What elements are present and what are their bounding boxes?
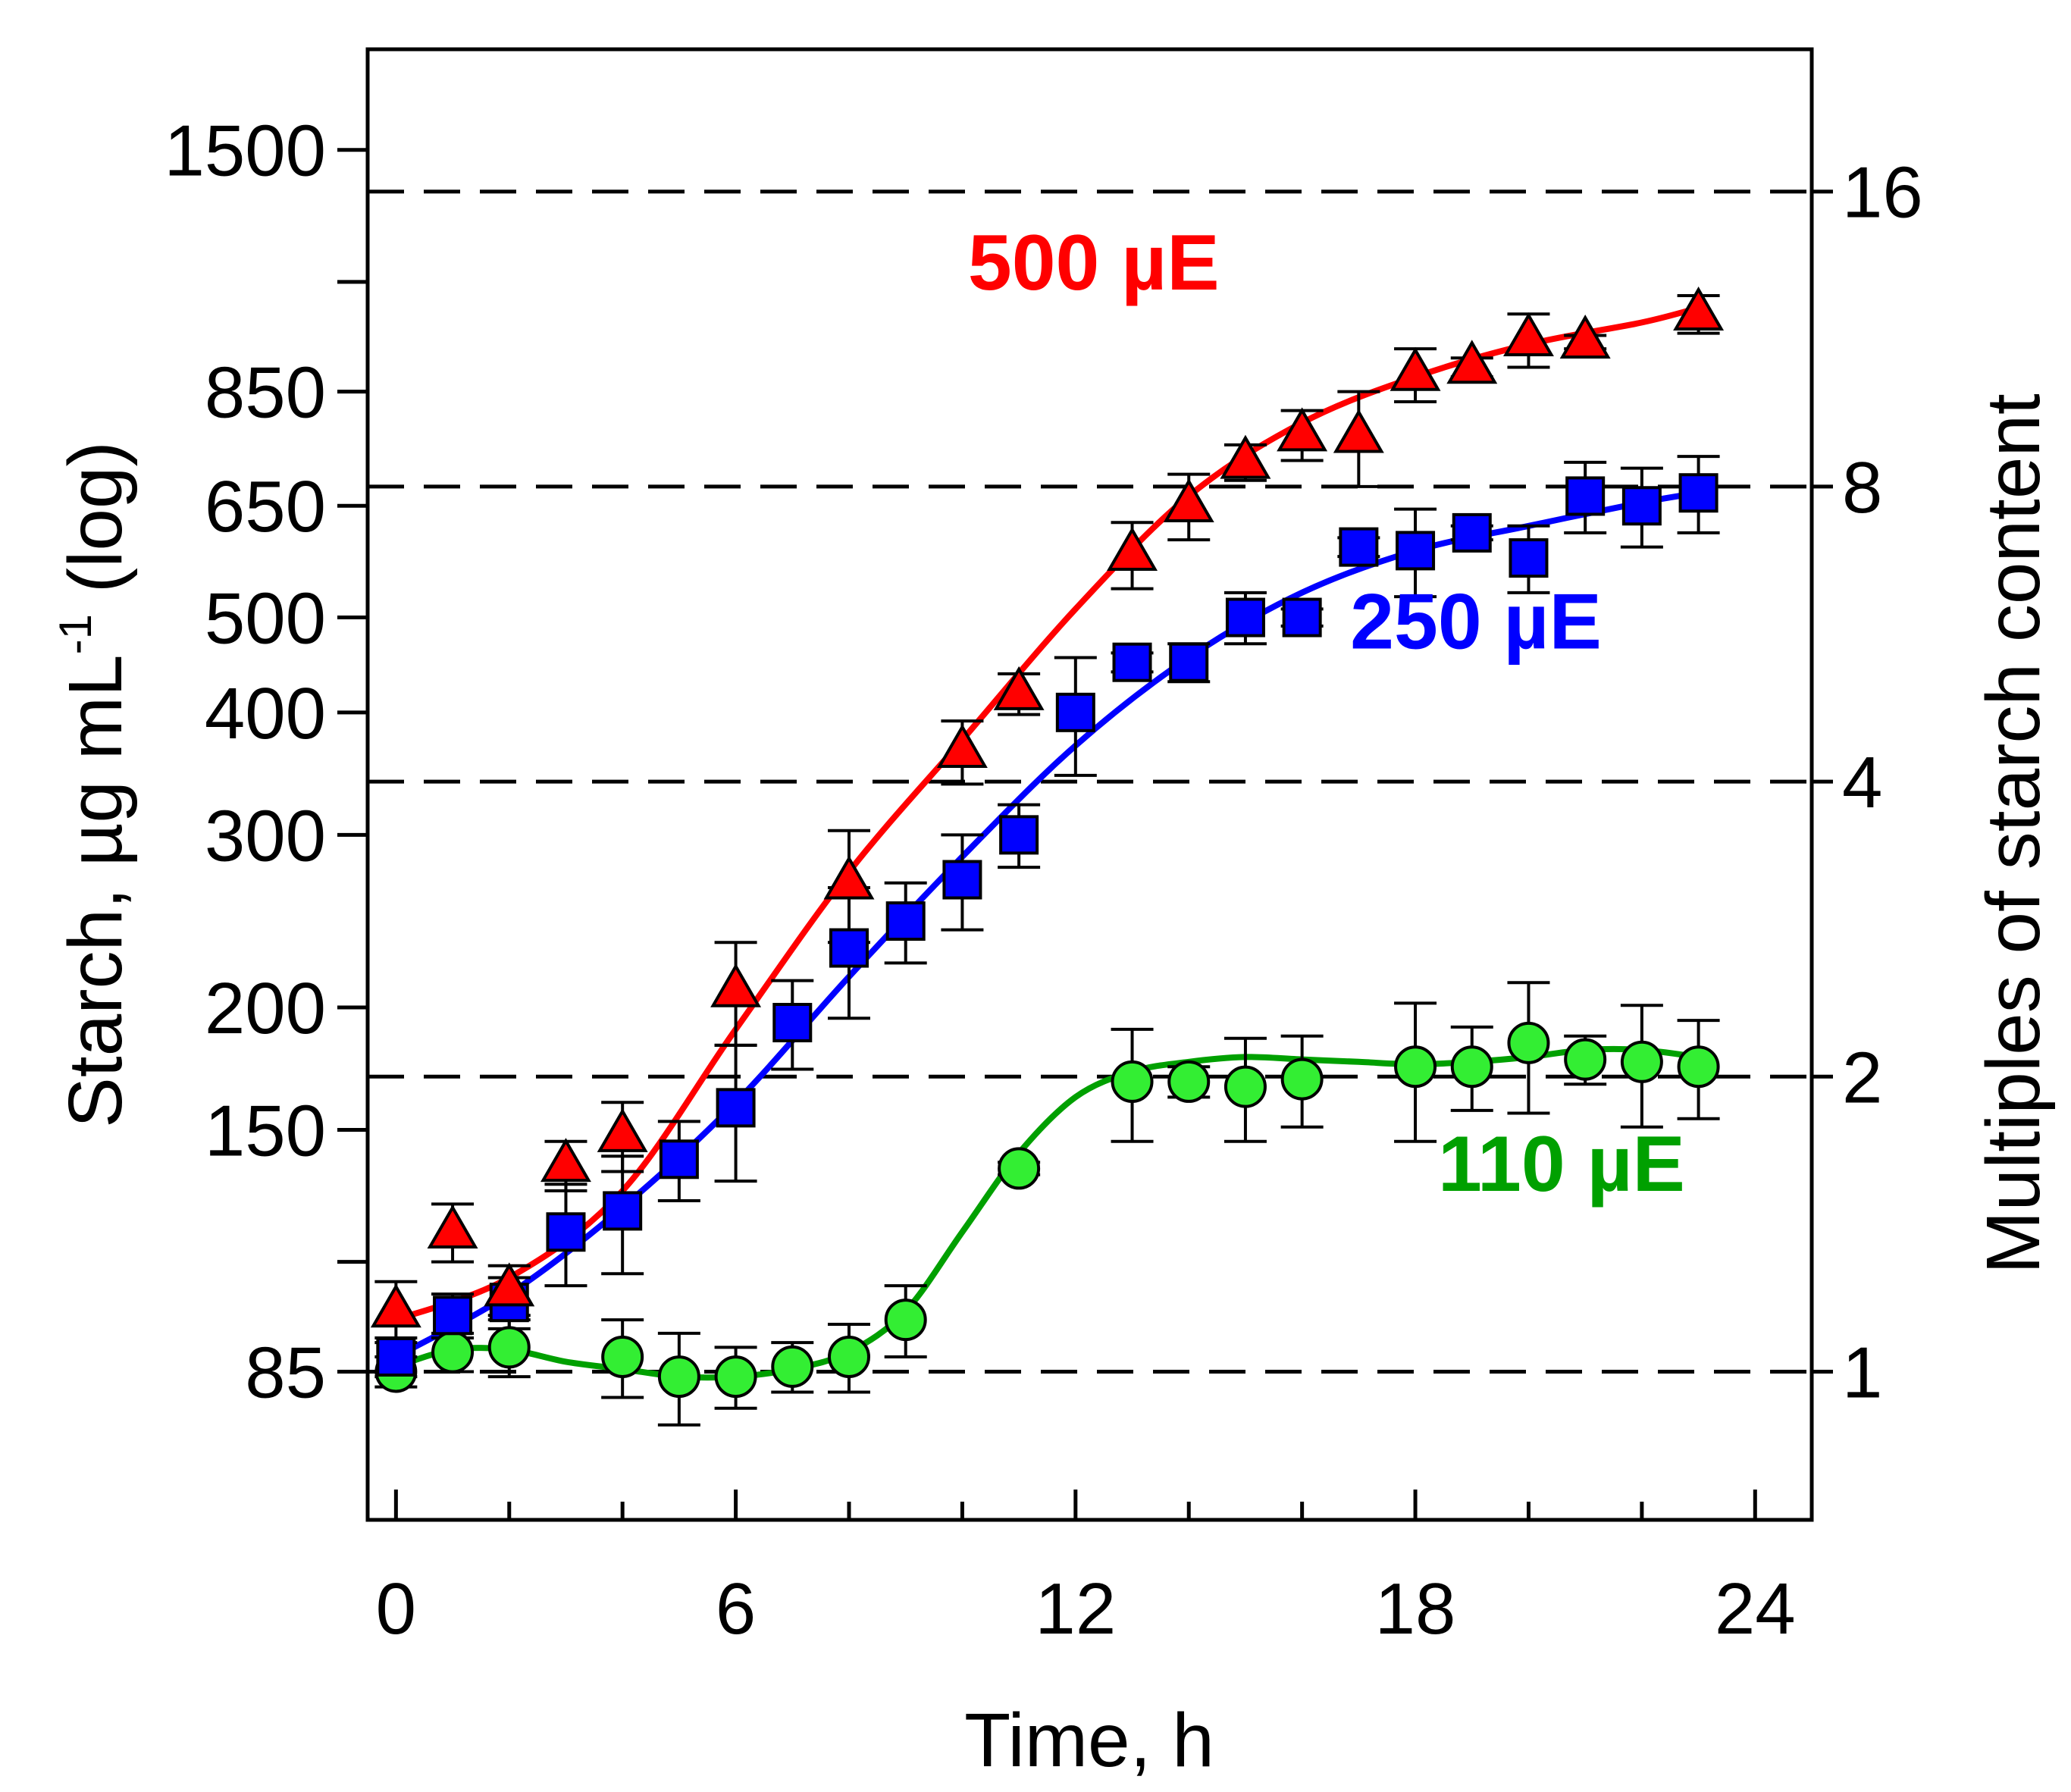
data-point-triangle (1559, 314, 1611, 359)
data-point-square (433, 1295, 473, 1336)
y-tick-label-400: 400 (205, 673, 326, 754)
y2-tick-label-8: 8 (1842, 447, 1882, 528)
data-point-square (603, 1191, 643, 1231)
data-point-triangle (1446, 340, 1498, 384)
data-point-triangle (370, 1283, 421, 1328)
data-point-square (1055, 692, 1095, 732)
data-point-triangle (1503, 312, 1554, 357)
data-point-square (772, 1003, 813, 1043)
y-axis-title: Starch, µg mL-1 (log) (50, 441, 138, 1128)
data-point-square (376, 1336, 416, 1377)
data-point-square (1452, 512, 1492, 553)
data-markers (370, 287, 1725, 1399)
y-axis-title-main: Starch, µg mL (53, 654, 138, 1128)
y2-tick-label-2: 2 (1842, 1037, 1882, 1118)
y-tick-label-850: 850 (205, 352, 326, 434)
data-point-circle (714, 1355, 757, 1399)
data-point-square (1621, 486, 1662, 526)
x-tick-label-6: 6 (716, 1568, 756, 1649)
y-axis-title-sup: -1 (50, 614, 101, 654)
y-tick-label-200: 200 (205, 968, 326, 1049)
data-point-triangle (427, 1205, 478, 1249)
y-tick-label-150: 150 (205, 1091, 326, 1172)
y2-tick-label-16: 16 (1842, 152, 1923, 233)
data-point-circle (1280, 1057, 1324, 1101)
data-point-circle (487, 1326, 531, 1369)
data-point-triangle (993, 666, 1045, 710)
data-point-square (1678, 473, 1719, 513)
y-tick-label-500: 500 (205, 578, 326, 659)
data-point-square (659, 1139, 699, 1180)
data-point-square (942, 860, 982, 900)
data-point-circle (657, 1355, 700, 1399)
data-point-triangle (597, 1107, 648, 1152)
data-point-triangle (1107, 526, 1158, 571)
y2-tick-label-1: 1 (1842, 1332, 1882, 1413)
data-point-circle (828, 1335, 870, 1378)
x-tick-label-24: 24 (1715, 1568, 1796, 1649)
data-point-circle (1620, 1040, 1663, 1083)
series-label-square: 250 µE (1350, 578, 1602, 666)
data-point-square (1509, 538, 1549, 578)
plot-frame (365, 47, 1814, 1522)
x-tick-label-12: 12 (1035, 1568, 1116, 1649)
series-labels: 500 µE 250 µE 110 µE (968, 219, 1685, 1208)
data-point-circle (1677, 1045, 1720, 1089)
data-point-circle (884, 1299, 927, 1342)
data-point-square (999, 815, 1039, 855)
y-tick-label-1500: 1500 (164, 111, 326, 192)
series-label-triangle: 500 µE (968, 219, 1220, 307)
data-point-circle (1450, 1045, 1493, 1089)
data-point-triangle (540, 1138, 591, 1183)
data-point-square (1169, 642, 1209, 682)
series-label-circle: 110 µE (1438, 1120, 1685, 1208)
x-tick-label-18: 18 (1375, 1568, 1456, 1649)
data-point-square (1282, 597, 1322, 638)
y-tick-label-85: 85 (245, 1332, 326, 1413)
y-tick-label-300: 300 (205, 795, 326, 876)
data-point-circle (431, 1330, 475, 1374)
data-point-triangle (823, 855, 875, 900)
data-point-circle (771, 1345, 814, 1388)
fit-curves (394, 305, 1700, 1381)
fit-line-circle (395, 1045, 1700, 1381)
data-point-square (1225, 597, 1265, 638)
x-tick-label-0: 0 (376, 1568, 416, 1649)
data-point-square (1112, 642, 1152, 682)
data-point-square (1396, 531, 1436, 571)
data-point-circle (601, 1335, 644, 1378)
data-point-triangle (936, 724, 988, 769)
data-point-circle (1394, 1045, 1437, 1089)
data-point-square (1565, 476, 1606, 516)
data-point-square (716, 1088, 756, 1128)
data-point-circle (1111, 1060, 1154, 1103)
data-point-triangle (1673, 287, 1725, 331)
data-point-square (1339, 527, 1379, 567)
y2-axis-title: Multiples of starch content (1971, 393, 2056, 1274)
data-point-triangle (1163, 478, 1214, 523)
data-point-circle (1223, 1065, 1267, 1108)
data-point-circle (1167, 1060, 1211, 1103)
data-point-square (546, 1212, 586, 1252)
tick-labels: 0 6 12 18 2485150200300400500650850150012481… (164, 111, 1922, 1649)
data-point-triangle (1390, 346, 1441, 391)
y2-tick-label-4: 4 (1842, 742, 1882, 823)
data-point-circle (1507, 1021, 1550, 1064)
data-point-square (829, 928, 869, 968)
data-point-triangle (710, 963, 762, 1007)
y-tick-label-650: 650 (205, 466, 326, 547)
data-point-triangle (1220, 434, 1271, 479)
data-point-circle (998, 1147, 1041, 1190)
axis-ticks (337, 148, 1833, 1520)
data-point-triangle (1277, 407, 1328, 452)
x-axis-title: Time, h (964, 1698, 1214, 1783)
y-axis-title-tail: (log) (53, 441, 138, 614)
data-point-circle (1564, 1038, 1607, 1081)
data-point-square (885, 901, 926, 941)
error-bars (374, 294, 1720, 1427)
data-point-triangle (484, 1262, 535, 1307)
data-point-triangle (1333, 409, 1384, 453)
